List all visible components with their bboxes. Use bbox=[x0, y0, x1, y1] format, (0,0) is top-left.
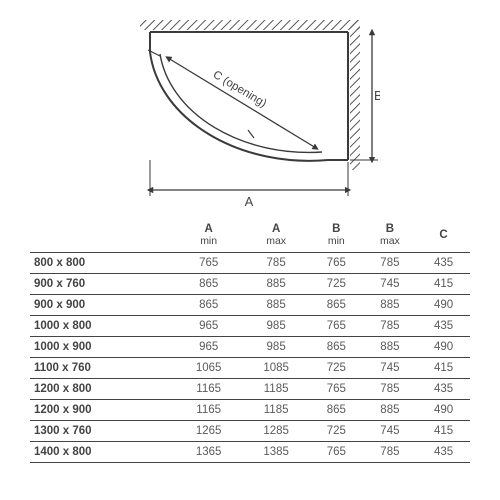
cell-b-max: 785 bbox=[363, 442, 417, 463]
table-row: 1400 x 80013651385765785435 bbox=[30, 442, 470, 463]
table-row: 1100 x 76010651085725745415 bbox=[30, 358, 470, 379]
cell-a-max: 1085 bbox=[242, 358, 309, 379]
table-row: 1200 x 80011651185765785435 bbox=[30, 379, 470, 400]
table-row: 1000 x 900965985865885490 bbox=[30, 337, 470, 358]
cell-c: 435 bbox=[417, 253, 470, 274]
cell-a-min: 1365 bbox=[175, 442, 242, 463]
table-row: 1000 x 800965985765785435 bbox=[30, 316, 470, 337]
cell-a-min: 1165 bbox=[175, 400, 242, 421]
cell-c: 435 bbox=[417, 316, 470, 337]
cell-c: 415 bbox=[417, 358, 470, 379]
cell-a-min: 865 bbox=[175, 274, 242, 295]
cell-b-min: 765 bbox=[310, 442, 363, 463]
cell-a-max: 785 bbox=[242, 253, 309, 274]
cell-size: 900 x 900 bbox=[30, 295, 175, 316]
cell-size: 800 x 800 bbox=[30, 253, 175, 274]
cell-size: 1400 x 800 bbox=[30, 442, 175, 463]
cell-b-max: 785 bbox=[363, 253, 417, 274]
table-row: 1200 x 90011651185865885490 bbox=[30, 400, 470, 421]
cell-b-min: 725 bbox=[310, 358, 363, 379]
cell-b-max: 785 bbox=[363, 316, 417, 337]
col-b-min: Bmin bbox=[310, 220, 363, 253]
cell-size: 900 x 760 bbox=[30, 274, 175, 295]
cell-c: 435 bbox=[417, 442, 470, 463]
cell-a-max: 1185 bbox=[242, 379, 309, 400]
cell-size: 1200 x 900 bbox=[30, 400, 175, 421]
col-c: C bbox=[417, 220, 470, 253]
cell-a-min: 865 bbox=[175, 295, 242, 316]
cell-b-min: 865 bbox=[310, 400, 363, 421]
dimensions-table: Amin Amax Bmin Bmax C 800 x 800765785765… bbox=[30, 220, 470, 463]
cell-c: 490 bbox=[417, 400, 470, 421]
table-row: 900 x 760865885725745415 bbox=[30, 274, 470, 295]
cell-b-min: 725 bbox=[310, 274, 363, 295]
cell-c: 435 bbox=[417, 379, 470, 400]
col-a-min: Amin bbox=[175, 220, 242, 253]
wall-right bbox=[350, 20, 360, 170]
table-body: 800 x 800765785765785435900 x 7608658857… bbox=[30, 253, 470, 463]
col-b-max: Bmax bbox=[363, 220, 417, 253]
cell-size: 1200 x 800 bbox=[30, 379, 175, 400]
cell-size: 1000 x 900 bbox=[30, 337, 175, 358]
cell-b-min: 865 bbox=[310, 337, 363, 358]
cell-b-min: 765 bbox=[310, 316, 363, 337]
cell-a-min: 765 bbox=[175, 253, 242, 274]
col-a-max: Amax bbox=[242, 220, 309, 253]
cell-b-max: 885 bbox=[363, 295, 417, 316]
cell-a-max: 1385 bbox=[242, 442, 309, 463]
cell-b-min: 765 bbox=[310, 379, 363, 400]
cell-a-min: 965 bbox=[175, 316, 242, 337]
cell-b-max: 885 bbox=[363, 337, 417, 358]
cell-c: 415 bbox=[417, 421, 470, 442]
col-size bbox=[30, 220, 175, 253]
cell-a-min: 965 bbox=[175, 337, 242, 358]
cell-b-max: 745 bbox=[363, 358, 417, 379]
cell-size: 1100 x 760 bbox=[30, 358, 175, 379]
cell-a-max: 1285 bbox=[242, 421, 309, 442]
dim-line-c bbox=[168, 58, 316, 148]
cell-a-max: 985 bbox=[242, 337, 309, 358]
cell-c: 490 bbox=[417, 337, 470, 358]
cell-a-max: 885 bbox=[242, 295, 309, 316]
cell-a-min: 1065 bbox=[175, 358, 242, 379]
cell-b-max: 745 bbox=[363, 421, 417, 442]
cell-size: 1300 x 760 bbox=[30, 421, 175, 442]
wall-top bbox=[140, 20, 360, 30]
cell-a-max: 1185 bbox=[242, 400, 309, 421]
table-row: 1300 x 76012651285725745415 bbox=[30, 421, 470, 442]
plan-diagram: A B C (opening) bbox=[120, 20, 380, 210]
cell-c: 490 bbox=[417, 295, 470, 316]
cell-c: 415 bbox=[417, 274, 470, 295]
cell-b-max: 745 bbox=[363, 274, 417, 295]
cell-a-max: 985 bbox=[242, 316, 309, 337]
dim-label-b: B bbox=[374, 88, 380, 103]
dim-label-a: A bbox=[245, 194, 254, 209]
cell-b-min: 725 bbox=[310, 421, 363, 442]
cell-a-max: 885 bbox=[242, 274, 309, 295]
cell-a-min: 1265 bbox=[175, 421, 242, 442]
cell-b-min: 865 bbox=[310, 295, 363, 316]
cell-b-max: 785 bbox=[363, 379, 417, 400]
cell-b-min: 765 bbox=[310, 253, 363, 274]
cell-a-min: 1165 bbox=[175, 379, 242, 400]
cell-size: 1000 x 800 bbox=[30, 316, 175, 337]
table-row: 800 x 800765785765785435 bbox=[30, 253, 470, 274]
table-row: 900 x 900865885865885490 bbox=[30, 295, 470, 316]
cell-b-max: 885 bbox=[363, 400, 417, 421]
